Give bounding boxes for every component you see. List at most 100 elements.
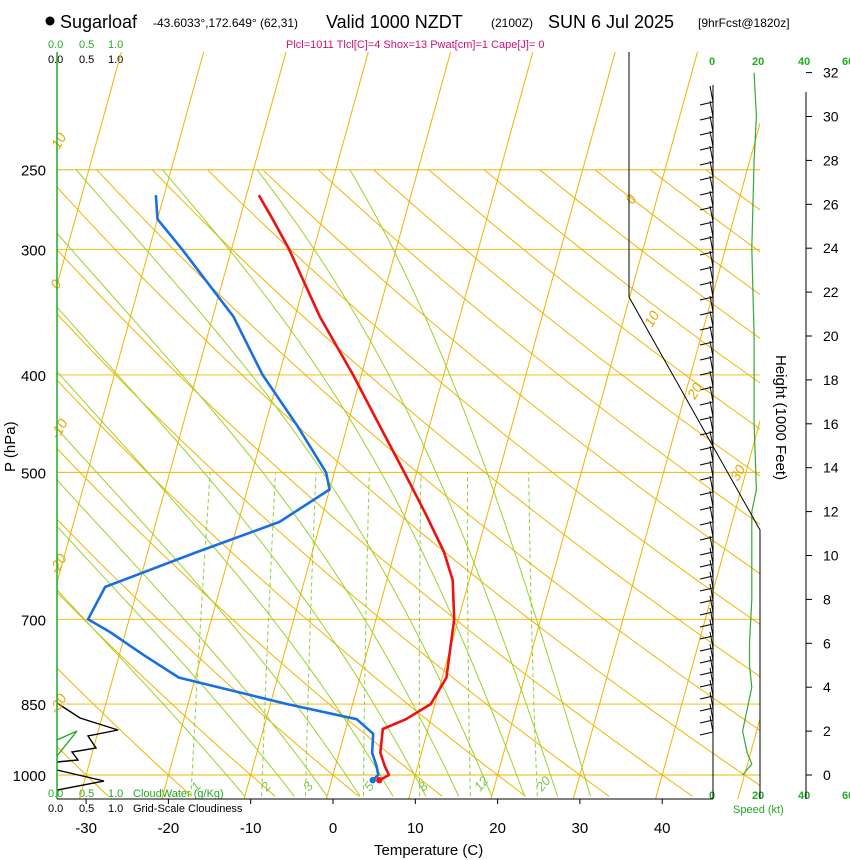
pressure-tick-label: 500 [21, 465, 46, 482]
wind-barb [699, 190, 714, 211]
isotherm-label: 30 [727, 462, 749, 484]
svg-text:0.5: 0.5 [79, 803, 94, 815]
svg-text:0.0: 0.0 [48, 788, 63, 800]
dry-adiabat-line [373, 169, 760, 477]
x-tick-label: 20 [489, 820, 506, 837]
wind-barb [699, 145, 714, 166]
wind-speed-profile [741, 72, 758, 776]
pressure-tick-label: 1000 [13, 768, 46, 785]
moist-adiabat-line [57, 479, 328, 797]
height-tick-label: 20 [823, 328, 839, 344]
x-tick-label: -30 [75, 820, 97, 837]
dry-adiabat-line [705, 169, 760, 211]
height-tick-label: 18 [823, 372, 839, 388]
height-tick-label: 26 [823, 196, 839, 212]
wind-barb [699, 130, 714, 151]
wind-barb [699, 460, 714, 481]
wind-barb [699, 355, 714, 376]
isotherm-label: 10 [48, 130, 70, 152]
dry-adiabat-line [151, 169, 760, 678]
svg-text:1.0: 1.0 [108, 788, 123, 800]
wind-barb [699, 205, 714, 226]
moist-adiabat-line [256, 169, 559, 797]
isotherm-label: -20 [46, 551, 70, 577]
isotherm-line [572, 121, 760, 799]
dry-adiabat-line [96, 169, 760, 731]
x-tick-label: 40 [654, 820, 671, 837]
wind-barb [699, 100, 714, 121]
wind-barb [699, 295, 714, 316]
height-tick-label: 2 [823, 723, 831, 739]
wind-barb [699, 340, 714, 361]
height-tick-label: 24 [823, 240, 839, 256]
wind-barb [699, 505, 714, 526]
svg-text:0.5: 0.5 [79, 788, 94, 800]
dry-adiabat-line [57, 248, 693, 797]
svg-text:0: 0 [709, 790, 715, 802]
moist-adiabat-line [57, 370, 394, 797]
plot-slant-edge [628, 296, 761, 799]
svg-text:0.5: 0.5 [79, 39, 94, 51]
dry-adiabat-line [816, 170, 850, 797]
zulu-time: (2100Z) [491, 16, 533, 30]
location-name: Sugarloaf [60, 12, 138, 32]
dewpoint-surface-point [369, 777, 376, 784]
svg-text:40: 40 [798, 790, 810, 802]
height-tick-label: 32 [823, 65, 839, 81]
wind-barb [699, 475, 714, 496]
dry-adiabat-line [57, 591, 276, 797]
isotherm-label: 0 [622, 192, 640, 207]
dry-adiabat-line [483, 169, 760, 384]
wind-barb [699, 280, 714, 301]
wind-barb [699, 490, 714, 511]
wind-speed-label: Speed (kt) [733, 804, 784, 816]
height-tick-label: 14 [823, 460, 839, 476]
wind-barb [699, 400, 714, 421]
wind-barb [699, 160, 714, 181]
isotherm-line [655, 419, 760, 799]
moist-adiabat-line [57, 232, 460, 797]
mixing-ratio-label: 3 [300, 778, 317, 794]
wind-barb [699, 310, 714, 331]
sounding-params: Plcl=1011 Tlcl[C]=4 Shox=13 Pwat[cm]=1 C… [286, 39, 545, 51]
wind-barb [699, 415, 714, 436]
pressure-tick-label: 700 [21, 612, 46, 629]
cloudwater-label: CloudWater (g/Kg) [133, 788, 224, 800]
isotherm-label: 0 [47, 277, 65, 292]
pressure-tick-label: 300 [21, 242, 46, 259]
wind-barb [699, 115, 714, 136]
moist-adiabat-line [57, 525, 295, 797]
height-tick-label: 16 [823, 416, 839, 432]
wind-barb [699, 220, 714, 241]
svg-text:0.0: 0.0 [48, 39, 63, 51]
dry-adiabat-line [262, 169, 760, 575]
isotherm-label: -10 [47, 416, 71, 442]
height-tick-label: 8 [823, 591, 831, 607]
dry-adiabat-line [57, 186, 760, 787]
isotherm-line [408, 52, 616, 799]
cloudwater-trace [56, 730, 78, 757]
moist-adiabat-line [75, 169, 493, 797]
svg-text:0: 0 [709, 56, 715, 68]
mixing-ratio-line [466, 472, 471, 797]
pressure-tick-label: 250 [21, 163, 46, 180]
wind-barb [699, 175, 714, 196]
grid-scale-cloudiness-trace [56, 702, 119, 763]
temperature-surface-point [376, 777, 383, 784]
height-axis-title: Height (1000 Feet) [772, 355, 789, 480]
isotherm-label: -30 [46, 691, 70, 717]
svg-text:20: 20 [752, 56, 764, 68]
isotherm-line [490, 52, 698, 799]
dry-adiabat-line [207, 169, 760, 626]
temperature-profile-line [257, 194, 456, 782]
x-axis-title: Temperature (C) [374, 842, 483, 859]
height-tick-label: 30 [823, 109, 839, 125]
pressure-tick-label: 400 [21, 368, 46, 385]
y-axis-title: P (hPa) [2, 421, 19, 472]
wind-barb [699, 235, 714, 256]
wind-barb [699, 85, 714, 106]
svg-text:1.0: 1.0 [108, 54, 123, 66]
mixing-ratio-label: 2 [257, 778, 274, 795]
height-tick-label: 4 [823, 679, 831, 695]
height-tick-label: 10 [823, 548, 839, 564]
